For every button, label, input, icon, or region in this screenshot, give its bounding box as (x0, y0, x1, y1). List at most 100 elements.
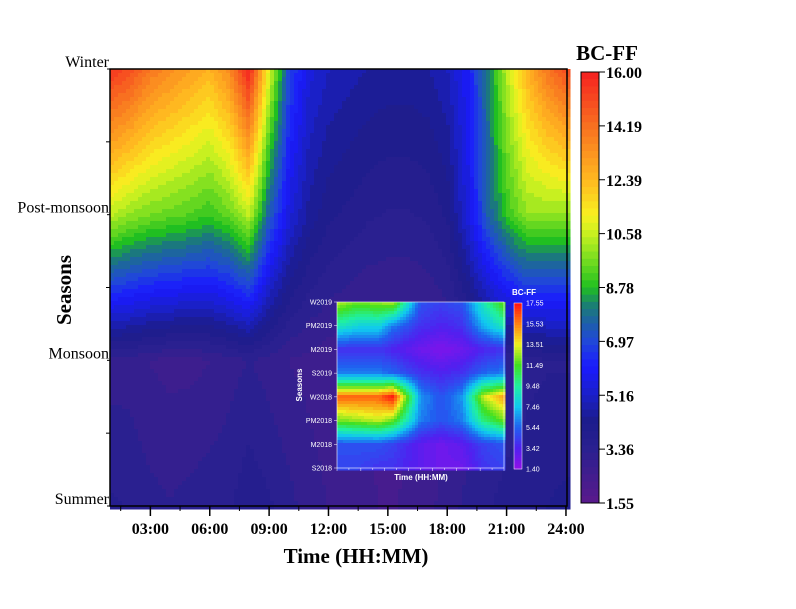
heatmap-cell (166, 221, 171, 226)
heatmap-cell (426, 129, 431, 134)
heatmap-cell (302, 113, 307, 118)
heatmap-cell (278, 141, 283, 146)
heatmap-cell (522, 93, 527, 98)
heatmap-cell (158, 113, 163, 118)
heatmap-cell (262, 157, 267, 162)
heatmap-cell (118, 165, 123, 170)
heatmap-cell (310, 133, 315, 138)
heatmap-cell (314, 233, 319, 238)
heatmap-cell (422, 73, 427, 78)
heatmap-cell (418, 117, 423, 122)
heatmap-cell (226, 181, 231, 186)
heatmap-cell (566, 209, 571, 214)
heatmap-cell (142, 185, 147, 190)
heatmap-cell (166, 241, 171, 246)
heatmap-cell (254, 121, 259, 126)
heatmap-cell (306, 101, 311, 106)
heatmap-cell (186, 69, 191, 74)
heatmap-cell (514, 85, 519, 90)
heatmap-cell (486, 213, 491, 218)
heatmap-cell (218, 217, 223, 222)
heatmap-cell (266, 169, 271, 174)
heatmap-cell (254, 173, 259, 178)
heatmap-cell (210, 181, 215, 186)
heatmap-cell (158, 69, 163, 74)
heatmap-cell (254, 149, 259, 154)
heatmap-cell (394, 101, 399, 106)
heatmap-cell (246, 161, 251, 166)
heatmap-cell (214, 217, 219, 222)
heatmap-cell (498, 173, 503, 178)
heatmap-cell (402, 189, 407, 194)
heatmap-cell (162, 161, 167, 166)
heatmap-cell (346, 73, 351, 78)
heatmap-cell (158, 225, 163, 230)
heatmap-cell (454, 69, 459, 74)
heatmap-cell (190, 73, 195, 78)
heatmap-cell (410, 161, 415, 166)
heatmap-cell (426, 189, 431, 194)
heatmap-cell (386, 73, 391, 78)
heatmap-cell (362, 225, 367, 230)
heatmap-cell (110, 181, 115, 186)
heatmap-cell (286, 185, 291, 190)
heatmap-cell (298, 169, 303, 174)
heatmap-cell (386, 177, 391, 182)
heatmap-cell (314, 125, 319, 130)
heatmap-cell (290, 169, 295, 174)
heatmap-cell (130, 225, 135, 230)
heatmap-cell (566, 93, 571, 98)
heatmap-cell (354, 113, 359, 118)
heatmap-cell (186, 241, 191, 246)
heatmap-cell (450, 149, 455, 154)
heatmap-cell (470, 137, 475, 142)
heatmap-cell (378, 205, 383, 210)
heatmap-cell (226, 101, 231, 106)
heatmap-cell (142, 97, 147, 102)
heatmap-cell (270, 153, 275, 158)
heatmap-cell (350, 201, 355, 206)
heatmap-cell (222, 153, 227, 158)
heatmap-cell (162, 133, 167, 138)
heatmap-cell (390, 85, 395, 90)
heatmap-cell (126, 93, 131, 98)
heatmap-cell (326, 153, 331, 158)
heatmap-cell (198, 169, 203, 174)
heatmap-cell (502, 129, 507, 134)
heatmap-cell (458, 161, 463, 166)
heatmap-cell (110, 73, 115, 78)
heatmap-cell (194, 213, 199, 218)
heatmap-cell (250, 105, 255, 110)
heatmap-cell (194, 209, 199, 214)
heatmap-cell (274, 229, 279, 234)
heatmap-cell (298, 89, 303, 94)
heatmap-cell (470, 205, 475, 210)
heatmap-cell (314, 213, 319, 218)
heatmap-cell (110, 201, 115, 206)
heatmap-cell (118, 225, 123, 230)
heatmap-cell (382, 121, 387, 126)
heatmap-cell (182, 221, 187, 226)
heatmap-cell (510, 189, 515, 194)
heatmap-cell (498, 185, 503, 190)
heatmap-cell (394, 165, 399, 170)
heatmap-cell (550, 193, 555, 198)
heatmap-cell (514, 221, 519, 226)
heatmap-cell (126, 181, 131, 186)
heatmap-cell (546, 209, 551, 214)
heatmap-cell (366, 129, 371, 134)
heatmap-cell (170, 77, 175, 82)
heatmap-cell (274, 189, 279, 194)
heatmap-cell (370, 225, 375, 230)
heatmap-cell (150, 133, 155, 138)
heatmap-cell (522, 149, 527, 154)
heatmap-cell (418, 181, 423, 186)
heatmap-cell (554, 201, 559, 206)
heatmap-cell (550, 117, 555, 122)
heatmap-cell (526, 105, 531, 110)
heatmap-cell (546, 89, 551, 94)
heatmap-cell (494, 93, 499, 98)
heatmap-cell (298, 201, 303, 206)
heatmap-cell (326, 125, 331, 130)
heatmap-cell (270, 237, 275, 242)
